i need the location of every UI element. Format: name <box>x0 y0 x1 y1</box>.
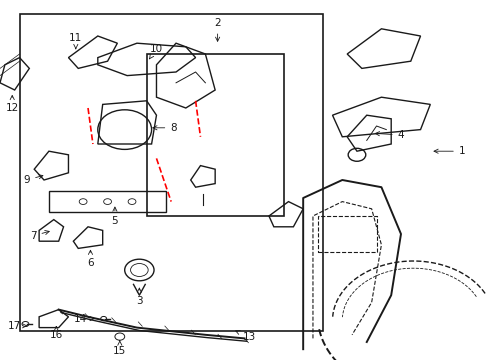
Text: 8: 8 <box>153 123 177 133</box>
Text: 2: 2 <box>214 18 221 41</box>
Bar <box>20 14 322 331</box>
Bar <box>146 54 283 216</box>
Text: 4: 4 <box>375 130 404 140</box>
Bar <box>317 216 376 252</box>
Text: 14: 14 <box>74 314 94 324</box>
Text: 17: 17 <box>8 321 27 331</box>
Text: 12: 12 <box>5 95 19 113</box>
Text: 16: 16 <box>49 327 63 340</box>
Text: 6: 6 <box>87 250 94 268</box>
Text: 1: 1 <box>433 146 465 156</box>
Text: 7: 7 <box>30 230 49 241</box>
Text: 9: 9 <box>23 175 43 185</box>
Text: 15: 15 <box>113 341 126 356</box>
Text: 11: 11 <box>69 33 82 49</box>
Text: 10: 10 <box>149 44 163 59</box>
Text: 13: 13 <box>235 330 256 342</box>
Text: 3: 3 <box>136 288 142 306</box>
Text: 5: 5 <box>111 207 118 226</box>
